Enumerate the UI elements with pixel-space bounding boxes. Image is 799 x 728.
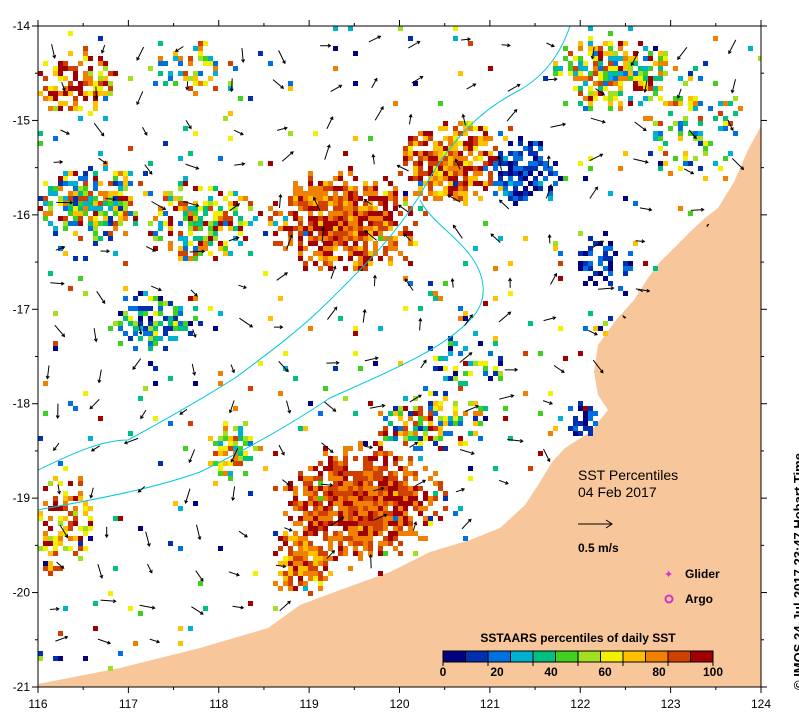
colorbar-swatch [555,651,579,662]
land-mass [38,26,761,687]
map-date: 04 Feb 2017 [578,484,657,500]
y-tick--18: -18 [13,397,31,411]
colorbar-tick-20: 20 [490,665,504,679]
x-tick-117: 117 [119,697,138,711]
y-tick--16: -16 [13,208,31,222]
colorbar-tick-80: 80 [652,665,666,679]
colorbar-swatch [690,651,714,662]
x-tick-124: 124 [751,697,771,711]
x-tick-123: 123 [661,697,681,711]
y-tick--14: -14 [13,19,31,33]
bathymetry-contours [38,26,571,511]
y-tick--17: -17 [13,302,31,316]
colorbar-title: SSTAARS percentiles of daily SST [480,631,676,645]
colorbar-swatch [488,651,511,662]
glider-label: Glider [685,567,720,581]
colorbar-swatch [668,651,691,662]
y-tick--15: -15 [13,113,31,127]
colorbar-tick-0: 0 [440,665,447,679]
y-tick--21: -21 [13,680,31,694]
argo-label: Argo [685,592,713,606]
colorbar-tick-60: 60 [598,665,612,679]
scale-label: 0.5 m/s [578,541,619,555]
argo-marker [664,594,674,604]
colorbar-tick-40: 40 [544,665,558,679]
x-tick-119: 119 [300,697,319,711]
colorbar-swatch [623,651,646,662]
colorbar-swatch [533,651,556,662]
colorbar-swatch [600,651,624,662]
x-tick-118: 118 [209,697,228,711]
colorbar [443,651,714,662]
credit-text-container: © IMOS 24-Jul-2017 23:47 Hobart Time [777,390,799,690]
current-vectors [45,35,745,645]
glider-marker: ✦ [664,568,673,581]
x-tick-122: 122 [570,697,590,711]
credit-text: © IMOS 24-Jul-2017 23:47 Hobart Time [791,453,799,690]
y-tick--19: -19 [13,491,31,505]
x-tick-120: 120 [389,697,409,711]
colorbar-swatch [578,651,601,662]
colorbar-ticks [442,651,714,666]
colorbar-tick-100: 100 [703,665,723,679]
x-tick-121: 121 [480,697,500,711]
axis-ticks [32,20,767,693]
scale-arrow [578,519,613,529]
y-tick--20: -20 [13,586,31,600]
map-title: SST Percentiles [578,467,678,483]
colorbar-swatch [465,651,489,662]
colorbar-swatch [510,651,534,662]
x-tick-116: 116 [28,697,47,711]
colorbar-swatch [645,651,669,662]
colorbar-swatch [443,651,466,662]
